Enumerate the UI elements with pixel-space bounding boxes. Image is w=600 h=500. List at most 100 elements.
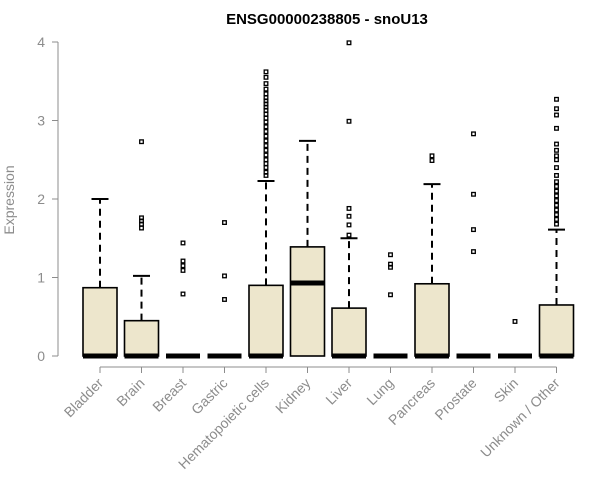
outlier-11-14 xyxy=(554,147,559,153)
outlier-4-20 xyxy=(263,91,269,97)
outlier-11-15 xyxy=(554,141,559,147)
box-group-7 xyxy=(373,252,408,359)
outlier-2-2 xyxy=(180,263,186,269)
box-group-0 xyxy=(82,198,118,359)
outlier-11-12 xyxy=(554,157,559,163)
box-5 xyxy=(289,246,326,357)
outlier-11-9 xyxy=(554,179,559,185)
outlier-6-3 xyxy=(346,205,352,211)
y-tick-label-0: 0 xyxy=(37,348,45,364)
outlier-10-0 xyxy=(512,319,518,324)
outlier-8-0 xyxy=(429,158,435,163)
box-1 xyxy=(123,319,160,357)
box-group-9 xyxy=(456,131,491,359)
outlier-9-3 xyxy=(471,131,476,137)
outlier-11-18 xyxy=(554,106,559,112)
outlier-3-0 xyxy=(222,297,227,302)
chart-title: ENSG00000238805 - snoU13 xyxy=(226,11,428,28)
y-tick-label-1: 1 xyxy=(37,270,45,286)
outlier-4-13 xyxy=(263,115,269,121)
box-group-2 xyxy=(166,240,200,359)
outlier-4-11 xyxy=(263,124,269,130)
y-axis-label: Expression xyxy=(1,165,17,234)
outlier-6-0 xyxy=(346,232,352,238)
outlier-11-4 xyxy=(554,202,559,208)
outlier-9-2 xyxy=(471,191,476,197)
outlier-7-3 xyxy=(388,252,393,258)
y-tick-label-4: 4 xyxy=(37,34,45,50)
outlier-6-1 xyxy=(346,222,352,228)
outlier-4-23 xyxy=(263,74,269,80)
outlier-3-2 xyxy=(222,220,227,225)
outlier-4-12 xyxy=(263,119,269,125)
outlier-2-3 xyxy=(180,258,186,264)
box-group-10 xyxy=(498,319,532,359)
y-tick-label-2: 2 xyxy=(37,191,45,207)
outlier-1-0 xyxy=(139,225,144,231)
outlier-11-13 xyxy=(554,153,559,159)
box-group-11 xyxy=(538,96,575,359)
outlier-4-3 xyxy=(263,161,269,167)
outlier-4-10 xyxy=(263,129,269,134)
outlier-11-2 xyxy=(554,212,559,218)
box-0 xyxy=(82,286,118,357)
box-8 xyxy=(414,282,450,357)
outlier-4-9 xyxy=(263,133,269,139)
outlier-7-0 xyxy=(388,292,393,298)
x-tick-label-0: Bladder xyxy=(61,375,107,421)
x-tick-label-9: Prostate xyxy=(431,375,479,423)
outlier-6-2 xyxy=(346,213,352,219)
box-group-1 xyxy=(123,139,160,359)
outlier-8-1 xyxy=(429,153,435,159)
outlier-11-0 xyxy=(554,221,559,227)
outlier-6-4 xyxy=(346,118,352,124)
outlier-4-7 xyxy=(263,143,269,149)
outlier-2-1 xyxy=(180,267,186,273)
outlier-7-2 xyxy=(388,261,393,267)
outlier-4-24 xyxy=(263,69,269,75)
box-group-4 xyxy=(248,69,284,359)
outlier-4-22 xyxy=(263,81,269,87)
x-tick-label-7: Lung xyxy=(363,375,396,408)
outlier-6-5 xyxy=(346,40,352,46)
box-group-5 xyxy=(289,139,326,357)
outlier-11-11 xyxy=(554,165,559,171)
outlier-11-5 xyxy=(554,198,559,204)
outlier-11-17 xyxy=(554,112,559,118)
outlier-11-3 xyxy=(554,207,559,213)
outlier-4-4 xyxy=(263,157,269,163)
outlier-4-1 xyxy=(263,169,269,175)
outlier-3-1 xyxy=(222,273,227,279)
outlier-2-0 xyxy=(180,291,186,297)
outlier-11-10 xyxy=(554,172,559,178)
y-axis: 0 1 2 3 4 xyxy=(37,34,59,364)
x-tick-label-11: Unknown / Other xyxy=(477,375,563,461)
box-group-6 xyxy=(331,40,367,359)
outlier-11-19 xyxy=(554,96,559,102)
box-11 xyxy=(538,304,575,357)
outlier-4-8 xyxy=(263,138,269,144)
outlier-4-5 xyxy=(263,152,269,158)
outlier-4-2 xyxy=(263,165,269,171)
outlier-4-21 xyxy=(263,86,269,92)
plot-area xyxy=(82,40,575,359)
outlier-2-4 xyxy=(180,240,186,246)
box-group-3 xyxy=(207,220,242,359)
outlier-4-14 xyxy=(263,111,269,117)
x-tick-label-2: Breast xyxy=(149,375,189,415)
x-tick-label-6: Liver xyxy=(322,375,355,408)
outlier-11-7 xyxy=(554,188,559,194)
y-tick-label-3: 3 xyxy=(37,113,45,129)
x-tick-label-10: Skin xyxy=(491,375,522,406)
outlier-4-19 xyxy=(263,95,269,101)
outlier-11-1 xyxy=(554,216,559,222)
outlier-11-8 xyxy=(554,183,559,189)
outlier-11-16 xyxy=(554,125,559,131)
box-4 xyxy=(248,284,284,357)
outlier-9-1 xyxy=(471,227,476,233)
outlier-1-4 xyxy=(139,139,144,145)
x-tick-label-1: Brain xyxy=(113,375,147,409)
box-group-8 xyxy=(414,153,450,359)
